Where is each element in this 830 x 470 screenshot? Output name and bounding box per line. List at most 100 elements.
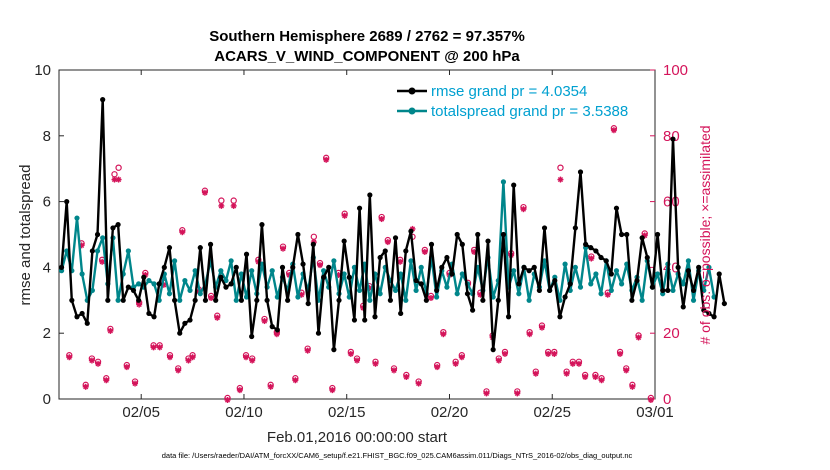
obs-assimilated-marker [185,357,192,364]
spread-point [177,297,183,303]
obs-assimilated-marker [323,156,330,163]
rmse-point [202,297,209,303]
obs-assimilated-marker [261,318,268,325]
obs-assimilated-marker [123,364,130,371]
obs-assimilated-marker [617,350,624,357]
rmse-point [274,327,280,333]
spread-point [274,294,280,300]
obs-assimilated-marker [390,367,397,374]
obs-assimilated-marker [563,370,570,377]
rmse-point [428,241,435,247]
rmse-point [285,297,291,303]
spread-point [233,297,239,303]
rmse-point [387,297,393,303]
rmse-point [207,241,214,247]
obs-assimilated-marker [166,354,173,361]
obs-assimilated-marker [292,377,299,384]
rmse-point [552,277,558,284]
obs-assimilated-marker [575,360,582,367]
plot-area [58,69,656,400]
obs-assimilated-marker [427,295,434,302]
rmse-point [485,238,491,244]
spread-point [377,291,383,297]
obs-assimilated-marker [236,387,243,394]
obs-assimilated-marker [317,262,324,269]
obs-assimilated-marker [588,255,595,262]
obs-assimilated-marker [214,314,221,321]
rmse-point [84,320,90,326]
rmse-point [593,248,599,254]
rmse-point [156,281,162,287]
rmse-point [166,245,173,251]
spread-point [572,264,578,270]
spread-point [94,248,101,254]
rmse-point [557,314,563,320]
rmse-point [572,225,578,231]
obs-assimilated-marker [514,390,521,397]
rmse-point [161,264,167,270]
legend-rmse-label: rmse grand pr = 4.0354 [431,83,587,100]
spread-point [125,248,131,254]
obs-assimilated-marker [421,248,428,255]
spread-point [608,287,614,294]
obs-possible-marker [115,164,122,171]
obs-assimilated-marker [201,189,208,196]
rmse-point [423,297,429,303]
rmse-point [269,324,275,330]
rmse-point [675,264,681,270]
rmse-point [505,314,512,320]
obs-assimilated-marker [434,364,441,371]
rmse-point [136,297,142,303]
rmse-point [254,297,260,303]
rmse-point [696,264,702,270]
y-tick-label-left: 10 [34,62,51,79]
rmse-point [182,320,188,326]
rmse-point [490,347,496,353]
obs-assimilated-marker [280,245,287,252]
spread-point [223,277,229,284]
obs-assimilated-marker [132,380,139,387]
legend-spread-label: totalspread grand pr = 3.5388 [431,103,628,120]
x-tick-label: 02/25 [533,404,571,421]
y-tick-label-left: 2 [43,325,51,342]
rmse-point [315,330,322,336]
obs-assimilated-marker [354,357,360,364]
obs-assimilated-marker [230,202,237,209]
rmse-point [434,287,440,294]
obs-assimilated-marker [403,373,410,380]
rmse-point [716,271,722,277]
rmse-point [331,347,337,353]
obs-assimilated-marker [341,212,348,219]
rmse-point [583,241,589,247]
spread-point [187,287,193,294]
obs-assimilated-marker [372,360,379,367]
rmse-point [213,297,219,303]
obs-assimilated-marker [111,176,118,183]
rmse-point [192,297,198,303]
spread-point [541,258,548,264]
rmse-point [608,271,614,277]
rmse-point [521,264,527,270]
y-axis-right-label: # of obs: o=possible; ×=assimilated [697,125,713,344]
obs-assimilated-marker [218,202,225,209]
spread-point [321,268,327,274]
spread-point [516,291,522,297]
obs-assimilated-marker [384,239,391,246]
spread-point [500,179,507,185]
rmse-point [125,284,131,290]
rmse-point [249,333,255,340]
spread-point [562,261,568,267]
rmse-point [670,136,676,142]
y-tick-label-right: 20 [663,325,680,342]
rmse-point [89,248,95,254]
obs-assimilated-marker [99,258,106,265]
rmse-point [177,330,183,336]
obs-assimilated-marker [483,390,490,397]
rmse-point [141,274,147,280]
spread-point [690,297,697,303]
rmse-point [367,192,373,198]
y-axis-left: 0 2 4 6 8 10 [34,62,64,408]
rmse-point [562,294,568,300]
x-tick-label: 03/01 [636,404,674,421]
spread-point [619,281,625,287]
